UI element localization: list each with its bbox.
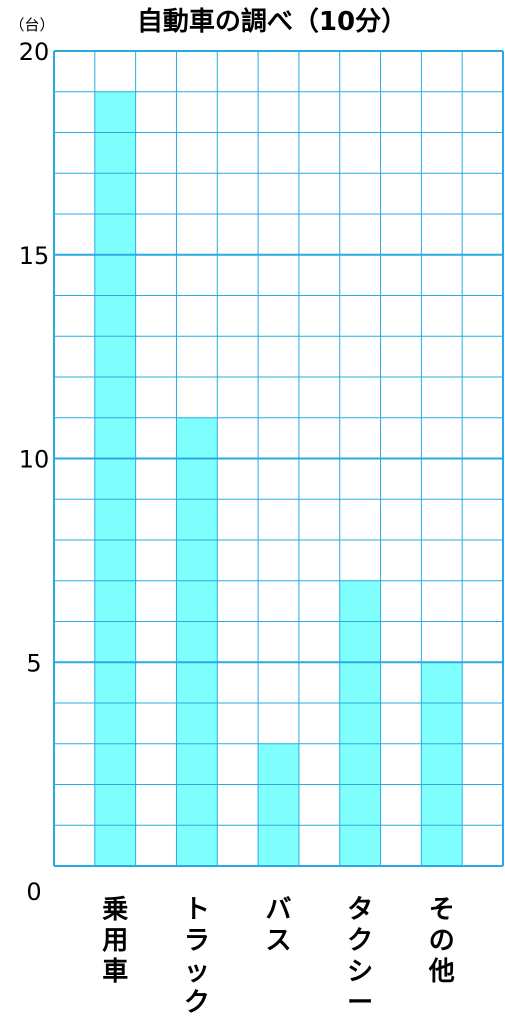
- category-label: その他: [428, 895, 455, 987]
- text-layer: 自動車の調べ（10分） （台） 0 5 10 15 20 乗用車 トラック バス タクシー その他: [9, 6, 454, 1016]
- category-label: タクシー: [347, 895, 373, 1016]
- bar-2: [176, 417, 218, 866]
- bars-layer: [94, 91, 463, 866]
- y-tick-label: 15: [19, 242, 50, 270]
- y-tick-label: 20: [19, 38, 50, 66]
- category-label: バス: [265, 895, 291, 956]
- category-label: トラック: [184, 895, 210, 1016]
- bar-3: [258, 743, 299, 866]
- y-axis-unit-label: （台）: [9, 16, 54, 34]
- y-tick-label: 10: [19, 446, 50, 474]
- y-tick-label: 5: [26, 649, 41, 677]
- chart-title: 自動車の調べ（10分）: [137, 6, 407, 37]
- bar-4: [339, 580, 381, 866]
- category-label: 乗用車: [102, 895, 128, 987]
- y-tick-label: 0: [26, 878, 41, 906]
- bar-1: [94, 91, 136, 866]
- grid-layer: [53, 50, 504, 867]
- bar-5: [421, 662, 463, 866]
